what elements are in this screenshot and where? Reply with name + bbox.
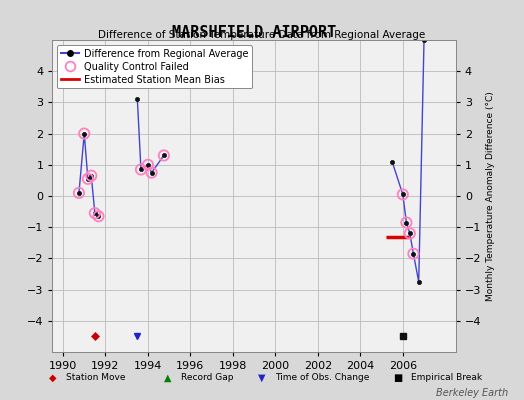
Point [160,152,168,159]
Point [144,162,152,168]
Text: Berkeley Earth: Berkeley Earth [436,388,508,398]
Legend: Difference from Regional Average, Quality Control Failed, Estimated Station Mean: Difference from Regional Average, Qualit… [57,45,252,88]
Point [409,250,418,257]
Y-axis label: Monthly Temperature Anomaly Difference (°C): Monthly Temperature Anomaly Difference (… [486,91,495,301]
Text: Difference of Station Temperature Data from Regional Average: Difference of Station Temperature Data f… [99,30,425,40]
Title: MARSHFIELD AIRPORT: MARSHFIELD AIRPORT [172,25,336,40]
Point [94,213,103,220]
Point [80,130,89,137]
Text: ■: ■ [394,373,403,383]
Point [137,166,145,173]
Text: Time of Obs. Change: Time of Obs. Change [275,374,369,382]
Point [147,170,156,176]
Point [91,210,99,216]
Point [87,172,95,179]
Point [402,219,411,226]
Point [406,230,414,237]
Point [75,190,83,196]
Point [399,191,407,198]
Text: ◆: ◆ [49,373,56,383]
Point [84,176,92,182]
Text: ▼: ▼ [258,373,266,383]
Text: Empirical Break: Empirical Break [411,374,483,382]
Text: Record Gap: Record Gap [181,374,233,382]
Text: Station Move: Station Move [66,374,125,382]
Text: ▲: ▲ [164,373,171,383]
